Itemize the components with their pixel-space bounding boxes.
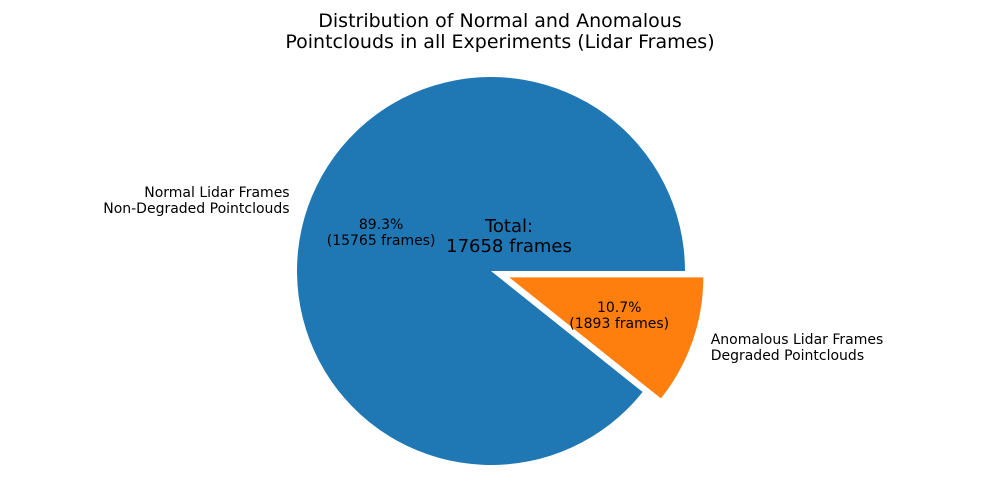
slice-label-normal: Normal Lidar Frames Non-Degraded Pointcl… [103, 184, 290, 217]
slice-pct-normal: 89.3% (15765 frames) [326, 216, 436, 249]
pie-slice-anomalous [509, 277, 704, 399]
total-annotation: Total: 17658 frames [446, 216, 572, 257]
slice-label-anomalous: Anomalous Lidar Frames Degraded Pointclo… [710, 331, 884, 364]
slice-pct-anomalous: 10.7% (1893 frames) [569, 299, 670, 332]
pie-slice-normal [296, 76, 685, 465]
chart-title: Distribution of Normal and Anomalous Poi… [285, 10, 715, 53]
